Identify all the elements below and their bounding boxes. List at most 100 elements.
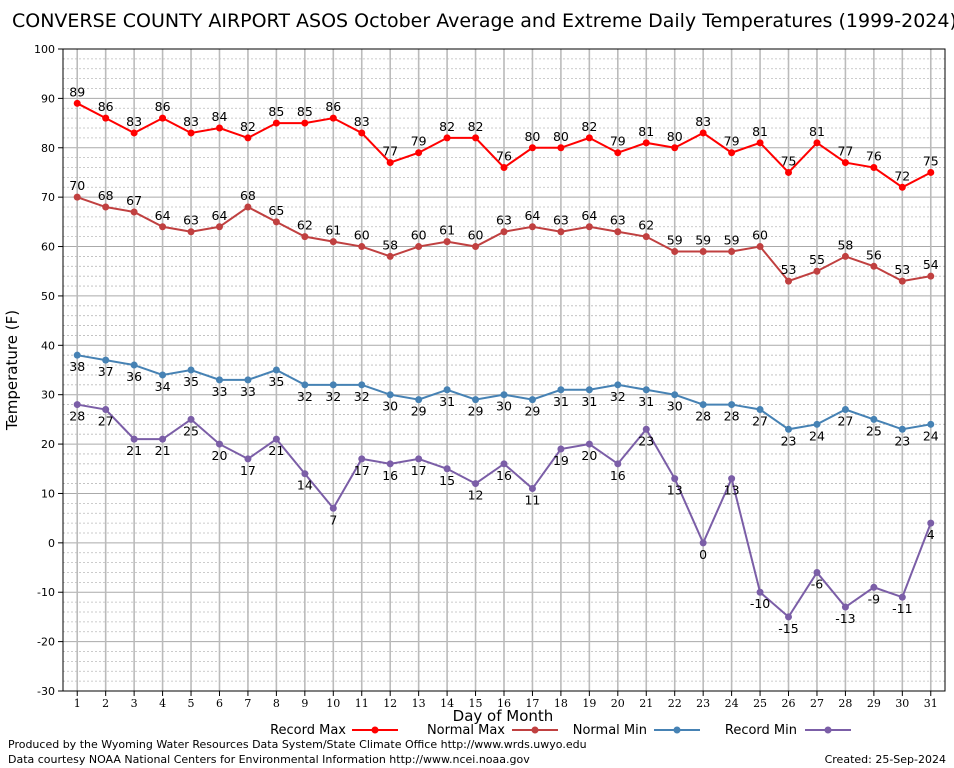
data-point (728, 247, 736, 255)
y-tick-label: 30 (41, 389, 55, 402)
x-tick-label: 1 (74, 697, 81, 710)
data-label: 79 (610, 134, 626, 149)
data-label: 53 (894, 262, 910, 277)
x-tick-label: 18 (554, 697, 568, 710)
data-label: 35 (183, 374, 199, 389)
data-label: 31 (638, 394, 654, 409)
data-point (728, 475, 736, 483)
data-label: 29 (468, 404, 484, 419)
x-tick-label: 10 (326, 697, 340, 710)
data-point (415, 149, 423, 157)
legend-label: Record Min (725, 723, 797, 738)
data-label: 64 (212, 208, 228, 223)
data-label: 64 (524, 208, 540, 223)
series-record-max: 89 86 83 86 83 84 82 85 85 86 83 77 79 82 82 76 80 80 82 79… (69, 84, 939, 191)
x-tick-label: 5 (188, 697, 195, 710)
data-point (642, 139, 650, 147)
data-point (443, 238, 451, 246)
x-tick-label: 23 (696, 697, 710, 710)
data-point (813, 420, 821, 428)
data-label: 60 (411, 228, 427, 243)
x-tick-label: 25 (753, 697, 767, 710)
x-tick-label: 22 (668, 697, 682, 710)
data-label: 60 (752, 228, 768, 243)
data-label: 17 (411, 463, 427, 478)
data-point (73, 401, 81, 409)
data-point (130, 435, 138, 443)
data-point (728, 401, 736, 409)
data-label: 28 (724, 409, 740, 424)
data-label: 28 (69, 409, 85, 424)
data-point (870, 415, 878, 423)
data-label: 16 (610, 468, 626, 483)
data-point (130, 129, 138, 137)
x-tick-label: 15 (469, 697, 483, 710)
data-label: 68 (240, 188, 256, 203)
data-label: 82 (581, 119, 597, 134)
data-label: 28 (695, 409, 711, 424)
data-label: 83 (695, 114, 711, 129)
data-label: -13 (835, 611, 855, 626)
data-point (301, 119, 309, 127)
data-point (557, 445, 565, 453)
data-label: 37 (98, 364, 114, 379)
data-point (841, 603, 849, 611)
data-point (898, 183, 906, 191)
data-point (585, 440, 593, 448)
legend-label: Record Max (270, 723, 346, 738)
x-tick-label: 3 (131, 697, 138, 710)
data-label: 80 (553, 129, 569, 144)
data-point (244, 134, 252, 142)
data-point (159, 114, 167, 122)
data-label: 58 (837, 237, 853, 252)
data-label: -6 (811, 576, 824, 591)
x-tick-label: 13 (412, 697, 426, 710)
data-point (927, 420, 935, 428)
data-point (443, 465, 451, 473)
data-label: -9 (868, 591, 881, 606)
data-point (927, 519, 935, 527)
data-point (528, 223, 536, 231)
data-label: 13 (667, 483, 683, 498)
data-label: 27 (837, 414, 853, 429)
data-point (813, 568, 821, 576)
data-point (102, 356, 110, 364)
data-point (585, 134, 593, 142)
data-label: 16 (496, 468, 512, 483)
data-point (472, 396, 480, 404)
data-point (443, 386, 451, 394)
legend-label: Normal Max (427, 723, 505, 738)
y-axis-title: Temperature (F) (3, 310, 21, 431)
data-label: 17 (354, 463, 370, 478)
data-label: 59 (724, 232, 740, 247)
data-point (813, 139, 821, 147)
data-label: 84 (212, 109, 228, 124)
data-label: 23 (894, 433, 910, 448)
data-label: 89 (69, 84, 85, 99)
data-point (870, 583, 878, 591)
data-label: 25 (866, 423, 882, 438)
data-label: -10 (750, 596, 770, 611)
data-label: 17 (240, 463, 256, 478)
data-label: 70 (69, 178, 85, 193)
x-tick-label: 27 (810, 697, 824, 710)
data-label: 35 (268, 374, 284, 389)
data-point (415, 455, 423, 463)
data-label: 32 (610, 389, 626, 404)
data-label: 63 (496, 213, 512, 228)
data-point (699, 401, 707, 409)
data-point (329, 504, 337, 512)
data-label: 58 (382, 237, 398, 252)
data-label: 56 (866, 247, 882, 262)
data-point (244, 203, 252, 211)
data-label: 20 (581, 448, 597, 463)
y-axis: -30 -20 -10 0 10 20 30 40 50 60 70 80 90 100 (34, 43, 63, 698)
data-point (756, 139, 764, 147)
x-tick-label: 14 (440, 697, 454, 710)
data-label: 36 (126, 369, 142, 384)
y-tick-label: 70 (41, 191, 55, 204)
data-point (585, 223, 593, 231)
data-point (756, 406, 764, 414)
legend: Record Max Normal Max Normal Min Record Min (270, 723, 851, 738)
data-label: 63 (183, 213, 199, 228)
